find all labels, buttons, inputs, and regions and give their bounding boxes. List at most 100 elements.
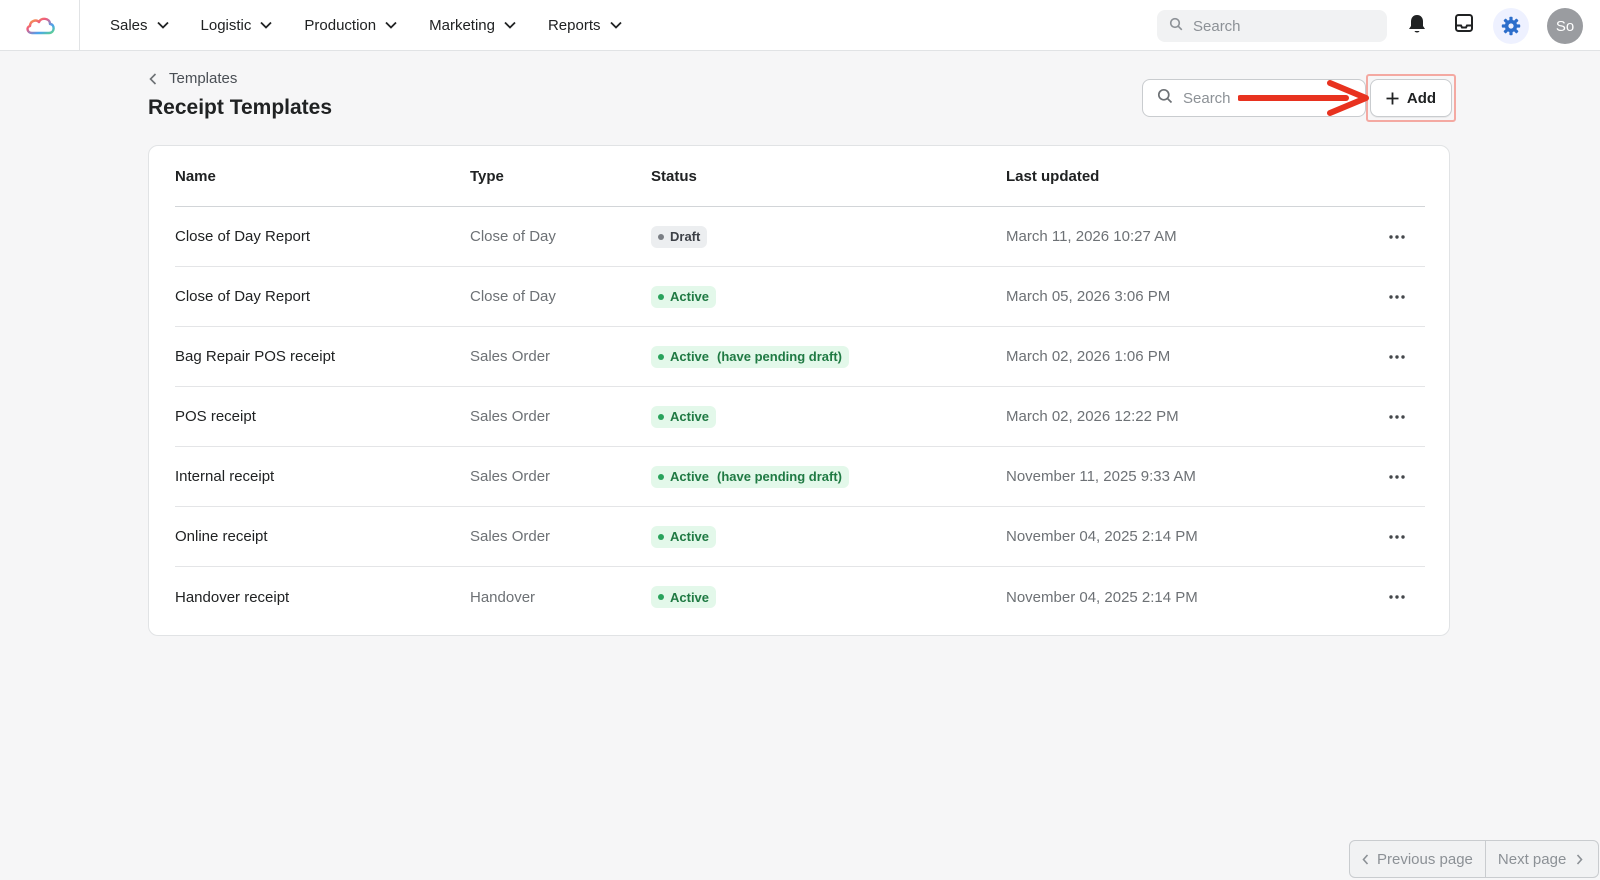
row-actions-button[interactable] <box>1386 348 1408 366</box>
row-actions-button[interactable] <box>1386 588 1408 606</box>
row-name[interactable]: Handover receipt <box>175 588 290 606</box>
column-header-name[interactable]: Name <box>175 167 216 185</box>
status-label: Active <box>670 529 710 544</box>
more-horizontal-icon <box>1389 355 1405 359</box>
row-name[interactable]: Online receipt <box>175 528 268 545</box>
app-logo[interactable] <box>0 0 80 51</box>
row-name[interactable]: Bag Repair POS receipt <box>175 348 336 365</box>
column-header-status[interactable]: Status <box>651 167 697 185</box>
row-actions-button[interactable] <box>1386 468 1408 486</box>
chevron-left-icon <box>149 72 157 85</box>
gear-icon <box>1501 16 1521 36</box>
notifications-button[interactable] <box>1407 13 1427 35</box>
row-name[interactable]: Internal receipt <box>175 468 275 485</box>
status-badge: Active (have pending draft) <box>651 345 849 368</box>
chevron-left-icon <box>1362 853 1369 865</box>
nav-label: Sales <box>110 16 148 34</box>
status-badge: Active <box>651 405 717 428</box>
previous-page-button[interactable]: Previous page <box>1350 841 1485 877</box>
table-row[interactable]: POS receipt Sales Order Active March 02,… <box>175 387 1425 447</box>
table-row[interactable]: Internal receipt Sales Order Active (have… <box>175 447 1425 507</box>
column-header-last-updated[interactable]: Last updated <box>1006 167 1100 185</box>
status-label: Active <box>670 589 710 605</box>
table-header: Name Type Status Last updated <box>175 146 1425 207</box>
row-name[interactable]: Close of Day Report <box>175 288 311 305</box>
chevron-down-icon <box>385 21 397 29</box>
search-icon <box>1169 17 1183 36</box>
row-last-updated: November 04, 2025 2:14 PM <box>1006 528 1198 545</box>
status-badge: Active <box>651 525 717 548</box>
more-horizontal-icon <box>1389 595 1405 599</box>
cloud-logo-icon <box>25 17 55 35</box>
nav-item-logistic[interactable]: Logistic <box>201 17 273 34</box>
pagination: Previous page Next page <box>1349 840 1599 878</box>
plus-icon <box>1386 92 1399 105</box>
row-last-updated: March 05, 2026 3:06 PM <box>1006 288 1171 305</box>
bell-icon <box>1409 15 1425 33</box>
row-type: Sales Order <box>470 408 551 425</box>
status-cell: Active <box>651 586 717 608</box>
page-title: Receipt Templates <box>148 96 333 119</box>
nav-label: Production <box>304 16 377 34</box>
table-row[interactable]: Close of Day Report Close of Day Active … <box>175 267 1425 327</box>
status-badge: Active (have pending draft) <box>651 465 849 488</box>
next-page-label: Next page <box>1497 850 1567 868</box>
row-type: Sales Order <box>470 468 551 485</box>
status-dot-icon <box>658 533 664 540</box>
row-type: Handover <box>470 588 536 606</box>
status-dot-icon <box>658 594 664 600</box>
pending-draft-note: (have pending draft) <box>717 469 842 484</box>
global-search[interactable] <box>1157 10 1387 42</box>
breadcrumb-label: Templates <box>169 70 238 87</box>
add-button-label: Add <box>1406 89 1437 107</box>
settings-button[interactable] <box>1493 8 1529 44</box>
global-search-input[interactable] <box>1193 17 1373 35</box>
table-row[interactable]: Bag Repair POS receipt Sales Order Activ… <box>175 327 1425 387</box>
table-row[interactable]: Online receipt Sales Order Active Novemb… <box>175 507 1425 567</box>
row-actions-button[interactable] <box>1386 408 1408 426</box>
status-badge: Draft <box>651 225 708 248</box>
status-label: Active <box>670 349 710 364</box>
row-type: Sales Order <box>470 348 551 365</box>
table-row[interactable]: Handover receipt Handover Active Novembe… <box>175 567 1425 627</box>
row-last-updated: March 11, 2026 10:27 AM <box>1006 228 1177 245</box>
previous-page-label: Previous page <box>1377 850 1473 868</box>
add-template-button[interactable]: Add <box>1370 79 1452 117</box>
next-page-button[interactable]: Next page <box>1486 841 1595 877</box>
chevron-down-icon <box>260 21 273 29</box>
inbox-button[interactable] <box>1454 13 1474 33</box>
row-name[interactable]: POS receipt <box>175 408 256 425</box>
user-avatar[interactable]: So <box>1547 8 1583 44</box>
chevron-down-icon <box>609 21 622 29</box>
search-icon <box>1157 88 1173 109</box>
row-type: Close of Day <box>470 228 556 245</box>
status-cell: Active (have pending draft) <box>651 345 849 368</box>
row-actions-button[interactable] <box>1386 288 1408 306</box>
row-actions-button[interactable] <box>1386 228 1408 246</box>
column-header-type[interactable]: Type <box>470 167 504 185</box>
status-dot-icon <box>658 353 664 360</box>
nav-item-production[interactable]: Production <box>304 17 397 34</box>
nav-item-sales[interactable]: Sales <box>110 17 169 34</box>
chevron-down-icon <box>156 21 169 29</box>
top-navigation-bar: Sales Logistic Production Marketing Repo… <box>0 0 1600 51</box>
nav-label: Logistic <box>200 16 252 34</box>
status-cell: Active (have pending draft) <box>651 465 849 488</box>
row-type: Close of Day <box>470 288 556 305</box>
main-nav: Sales Logistic Production Marketing Repo… <box>110 17 654 34</box>
row-actions-button[interactable] <box>1386 528 1408 546</box>
chevron-down-icon <box>504 21 516 29</box>
row-last-updated: November 11, 2025 9:33 AM <box>1006 468 1196 485</box>
more-horizontal-icon <box>1389 295 1405 299</box>
breadcrumb-back-link[interactable]: Templates <box>149 70 237 87</box>
status-cell: Draft <box>651 225 708 248</box>
nav-item-marketing[interactable]: Marketing <box>429 17 516 34</box>
row-last-updated: November 04, 2025 2:14 PM <box>1006 588 1198 606</box>
nav-item-reports[interactable]: Reports <box>548 17 622 34</box>
nav-label: Marketing <box>429 16 495 34</box>
status-cell: Active <box>651 525 717 548</box>
row-name[interactable]: Close of Day Report <box>175 228 311 245</box>
chevron-right-icon <box>1576 853 1583 865</box>
table-row[interactable]: Close of Day Report Close of Day Draft M… <box>175 207 1425 267</box>
annotation-arrow-icon <box>1238 80 1369 116</box>
